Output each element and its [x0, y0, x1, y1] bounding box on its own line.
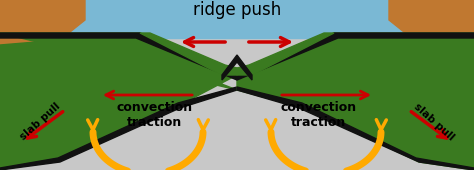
Text: slab pull: slab pull [412, 101, 456, 142]
Polygon shape [0, 33, 237, 80]
Polygon shape [389, 40, 474, 68]
Polygon shape [389, 0, 474, 60]
Polygon shape [0, 40, 85, 68]
Polygon shape [237, 33, 334, 75]
Polygon shape [237, 33, 474, 170]
Polygon shape [0, 33, 237, 170]
Polygon shape [0, 0, 474, 38]
Text: convection
traction: convection traction [281, 101, 357, 129]
Polygon shape [0, 0, 85, 60]
Polygon shape [140, 33, 237, 75]
Text: convection
traction: convection traction [117, 101, 193, 129]
Polygon shape [237, 33, 474, 80]
Polygon shape [237, 87, 474, 170]
Polygon shape [222, 55, 252, 80]
Text: ridge push: ridge push [193, 1, 281, 19]
Polygon shape [0, 87, 237, 170]
Text: slab pull: slab pull [18, 101, 62, 142]
